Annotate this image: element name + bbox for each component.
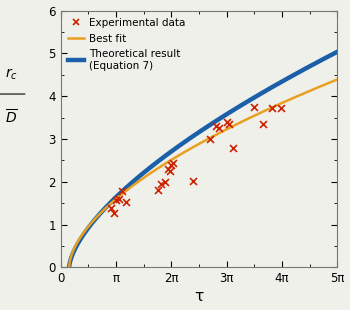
Legend: Experimental data, Best fit, Theoretical result
(Equation 7): Experimental data, Best fit, Theoretical… — [66, 16, 188, 73]
Point — [123, 200, 129, 205]
Point — [226, 122, 232, 126]
Point — [260, 122, 266, 126]
Point — [231, 146, 236, 151]
Point — [155, 187, 160, 192]
Point — [108, 206, 114, 211]
Point — [170, 160, 175, 165]
Point — [252, 104, 257, 109]
X-axis label: τ: τ — [195, 290, 204, 304]
Point — [113, 198, 119, 203]
Point — [158, 181, 164, 186]
Point — [190, 179, 196, 184]
Point — [120, 189, 125, 194]
Text: $\overline{D}$: $\overline{D}$ — [5, 108, 18, 126]
Point — [111, 210, 117, 215]
Point — [269, 106, 275, 111]
Point — [162, 179, 167, 184]
Point — [278, 105, 284, 110]
Point — [224, 119, 229, 124]
Point — [213, 124, 218, 129]
Point — [208, 136, 213, 141]
Point — [169, 162, 174, 167]
Text: $r_c$: $r_c$ — [5, 67, 18, 82]
Point — [167, 169, 173, 174]
Point — [166, 166, 171, 171]
Point — [116, 197, 122, 202]
Point — [216, 126, 222, 131]
